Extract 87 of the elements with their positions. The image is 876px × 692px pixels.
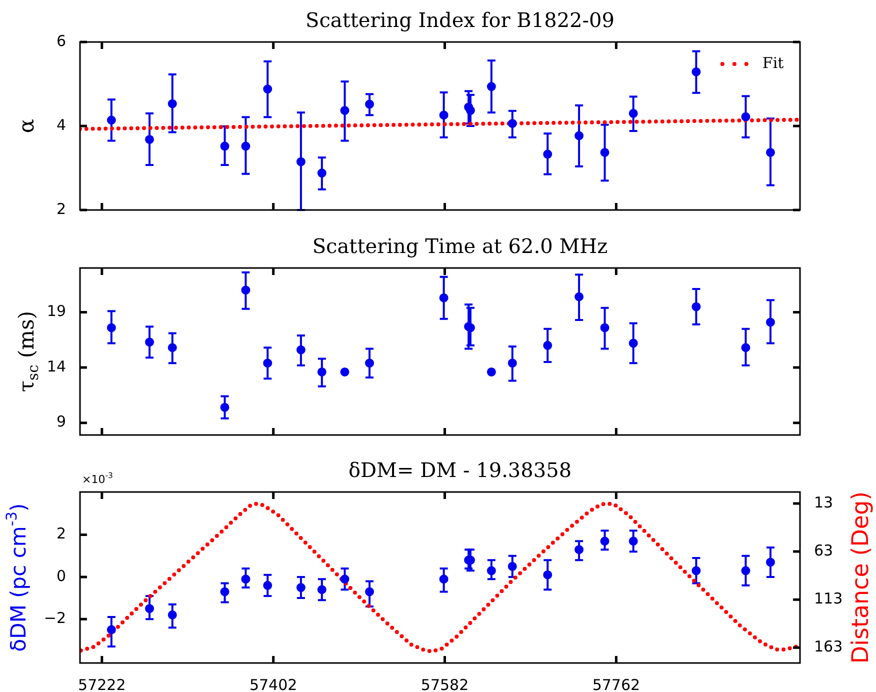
- chart-title: Scattering Index for B1822-09: [306, 8, 614, 32]
- line-series: [80, 502, 800, 654]
- point: [600, 323, 610, 332]
- point: [106, 323, 116, 332]
- point: [600, 148, 610, 157]
- point: [220, 142, 230, 151]
- chart-title: Scattering Time at 62.0 MHz: [312, 234, 608, 258]
- point: [241, 142, 250, 151]
- point: [340, 574, 350, 584]
- point: [106, 625, 116, 634]
- point: [543, 570, 552, 580]
- point: [296, 345, 306, 354]
- point: [741, 112, 750, 122]
- point: [692, 566, 701, 576]
- point: [628, 338, 638, 348]
- point: [766, 148, 775, 157]
- point: [296, 583, 306, 592]
- point: [241, 286, 250, 295]
- point: [145, 604, 154, 614]
- y2-tick-label: 113: [814, 589, 843, 608]
- point: [168, 610, 177, 620]
- x-tick-label: 57762: [592, 676, 640, 692]
- legend-label: Fit: [762, 54, 784, 72]
- x-tick-label: 57582: [420, 676, 469, 692]
- y-tick-label: 2: [56, 200, 66, 218]
- y-tick-label: 0: [56, 566, 66, 585]
- chart-title: δDM= DM - 19.38358: [348, 458, 572, 482]
- point: [692, 302, 701, 312]
- x-tick-label: 57222: [78, 676, 126, 692]
- y-axis-title: τsc (ms): [14, 310, 42, 392]
- point: [766, 318, 775, 327]
- point: [365, 587, 374, 596]
- point: [340, 106, 350, 115]
- y-tick-label: 19: [46, 302, 66, 320]
- y-tick-label: 2: [56, 524, 66, 543]
- point: [600, 536, 610, 546]
- point: [628, 536, 638, 546]
- y-axis-title: δDM (pc cm-3): [3, 503, 30, 652]
- point: [508, 562, 517, 571]
- point: [439, 293, 448, 302]
- y2-tick-label: 63: [814, 541, 834, 560]
- y-tick-label: 4: [56, 116, 66, 134]
- point: [741, 343, 750, 352]
- y2-axis-title: Distance (Deg): [848, 491, 874, 664]
- point: [145, 134, 154, 144]
- point: [574, 545, 584, 554]
- point: [543, 150, 552, 159]
- point: [263, 358, 272, 368]
- point: [263, 580, 272, 590]
- y-tick-label: 14: [46, 357, 66, 376]
- point: [439, 574, 448, 584]
- point: [486, 82, 496, 92]
- point: [741, 566, 750, 576]
- point: [574, 292, 584, 302]
- point: [543, 340, 552, 350]
- y-tick-label: 9: [56, 412, 66, 431]
- y-tick-label: −2: [44, 609, 66, 628]
- point: [466, 106, 475, 115]
- point: [439, 110, 448, 120]
- point: [340, 367, 350, 376]
- point: [317, 367, 326, 376]
- point: [317, 168, 326, 178]
- point: [168, 343, 177, 352]
- point: [574, 131, 584, 140]
- point: [628, 108, 638, 118]
- point: [220, 402, 230, 412]
- point: [106, 116, 116, 125]
- point: [486, 367, 496, 376]
- point: [317, 585, 326, 594]
- point: [145, 338, 154, 347]
- point: [220, 587, 230, 596]
- point: [263, 84, 272, 94]
- point: [508, 358, 517, 368]
- point: [508, 118, 517, 128]
- point: [365, 358, 374, 368]
- point: [766, 558, 775, 567]
- point: [692, 67, 701, 76]
- point: [241, 574, 250, 584]
- point: [365, 100, 374, 109]
- point: [296, 157, 306, 166]
- point: [168, 99, 177, 108]
- y-axis-title: α: [14, 118, 38, 134]
- y-tick-label: 6: [56, 32, 66, 50]
- y2-tick-label: 13: [814, 493, 834, 512]
- y2-tick-label: 163: [814, 638, 843, 656]
- point: [486, 566, 496, 576]
- x-tick-label: 57402: [249, 676, 298, 692]
